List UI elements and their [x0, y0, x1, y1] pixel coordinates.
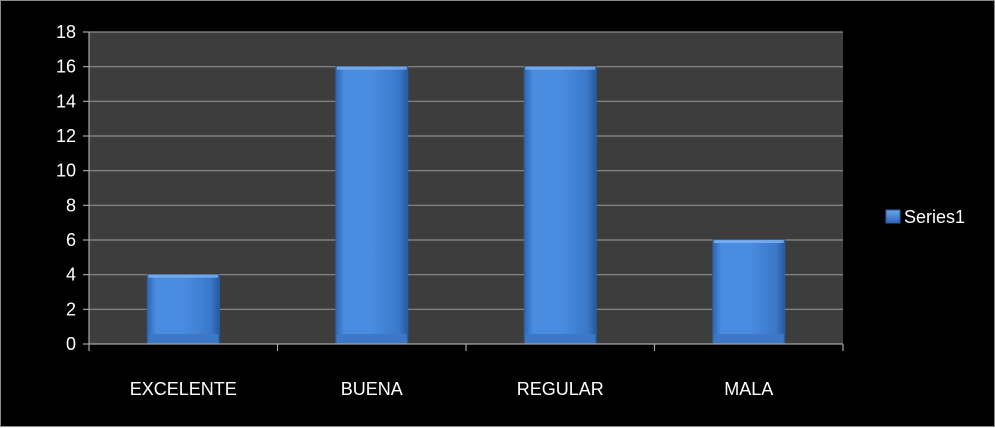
bar-excelente: [146, 274, 220, 345]
y-tick-label: 16: [56, 57, 76, 77]
y-tick-label: 12: [56, 126, 76, 146]
x-category-labels: EXCELENTE BUENA REGULAR MALA: [130, 379, 774, 399]
y-tick-label: 6: [66, 230, 76, 250]
y-tick-labels: 0 2 4 6 8 10 12 14 16 18: [56, 22, 76, 354]
bar-body: [335, 66, 409, 345]
bar-buena: [335, 66, 409, 345]
bar-bottom-bevel: [148, 334, 219, 344]
bar-body: [523, 66, 597, 345]
y-tick-label: 0: [66, 334, 76, 354]
y-tick-label: 14: [56, 91, 76, 111]
bar-top-highlight: [525, 66, 596, 70]
legend-swatch-series1: [885, 209, 901, 224]
y-tick-label: 8: [66, 195, 76, 215]
bar-top-highlight: [336, 66, 407, 70]
legend-label-series1: Series1: [904, 207, 965, 227]
axes: [83, 31, 844, 351]
y-tick-label: 4: [66, 265, 76, 285]
x-category-label: EXCELENTE: [130, 379, 237, 399]
bar-top-highlight: [148, 274, 219, 278]
x-category-label: MALA: [724, 379, 773, 399]
bar-bottom-bevel: [336, 334, 407, 344]
legend: Series1: [885, 207, 965, 227]
bar-body: [712, 239, 786, 345]
y-tick-label: 10: [56, 161, 76, 181]
bar-mala: [712, 239, 786, 345]
x-category-label: BUENA: [341, 379, 403, 399]
y-tick-label: 18: [56, 22, 76, 42]
x-category-label: REGULAR: [517, 379, 604, 399]
y-tick-label: 2: [66, 299, 76, 319]
bar-body: [146, 274, 220, 345]
bar-bottom-bevel: [713, 334, 784, 344]
bar-bottom-bevel: [525, 334, 596, 344]
bar-top-highlight: [713, 240, 784, 243]
bar-regular: [523, 66, 597, 345]
bars: [146, 66, 786, 345]
